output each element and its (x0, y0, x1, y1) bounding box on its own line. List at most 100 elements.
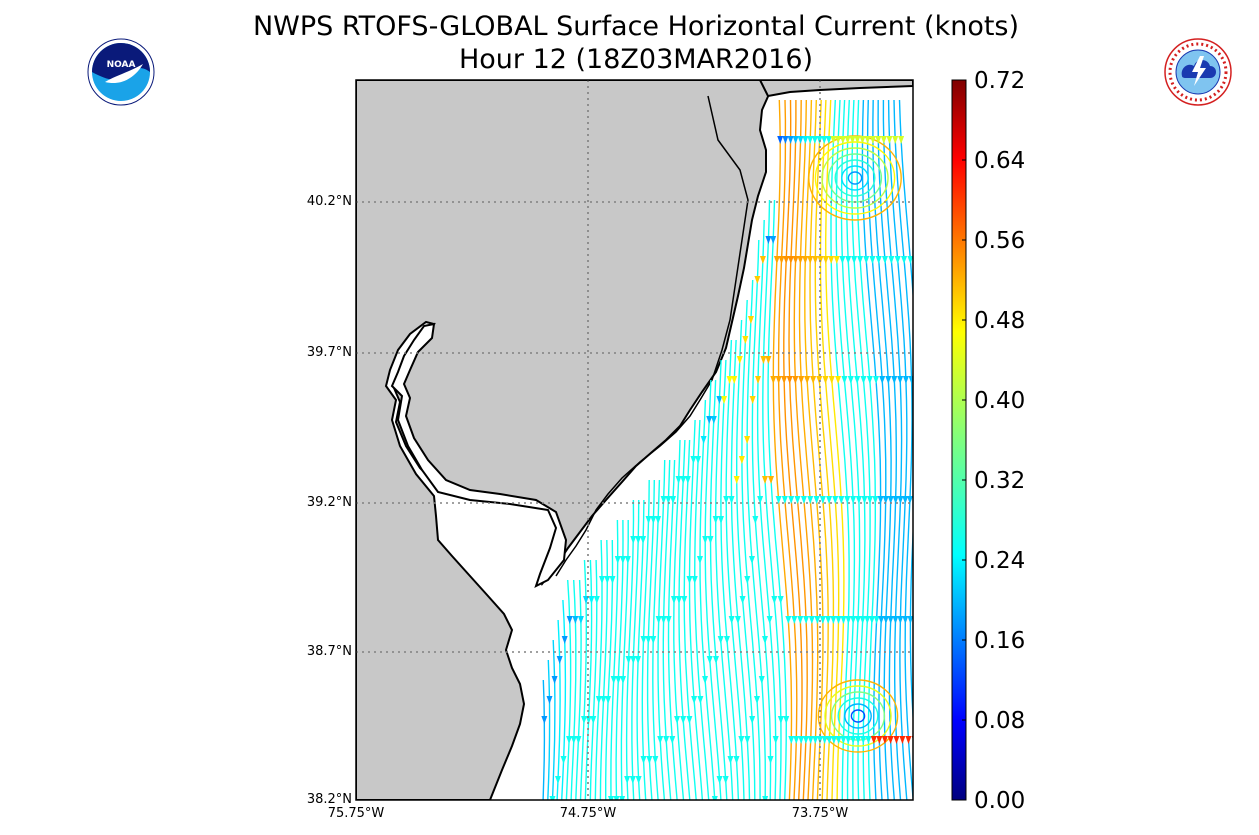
streamline-arrow (541, 716, 548, 724)
streamline-arrow (767, 756, 774, 764)
streamline-arrow (697, 696, 704, 704)
streamline-arrow (782, 136, 789, 144)
streamline-arrow (645, 516, 652, 524)
streamline-arrow (860, 376, 867, 384)
streamline-arrow (652, 756, 659, 764)
streamline-arrow (787, 136, 794, 144)
colorbar-label: 0.00 (974, 788, 1026, 814)
streamline-arrow (669, 736, 676, 744)
streamline-arrow (812, 736, 819, 744)
eddy-ring (817, 679, 899, 753)
streamline-arrow (826, 736, 833, 744)
streamline-arrow (833, 256, 840, 264)
land-long-island (758, 80, 913, 98)
streamline-arrow (864, 136, 871, 144)
streamline-arrow (814, 616, 821, 624)
streamline-arrow (914, 376, 920, 384)
streamline-arrow (898, 136, 905, 144)
barrier-coast (555, 95, 749, 577)
eddy-ring (844, 703, 872, 729)
streamline-arrow (619, 556, 626, 564)
lat-label: 40.2°N (306, 194, 352, 209)
streamline-arrow (771, 596, 778, 604)
colorbar-label: 0.40 (974, 388, 1026, 414)
streamline-arrow (762, 636, 769, 644)
streamline-arrow (625, 656, 632, 664)
streamline-arrow (609, 576, 616, 584)
streamline-arrow (807, 136, 814, 144)
streamline-arrow (640, 636, 647, 644)
streamline (741, 299, 761, 800)
streamline-arrow (747, 316, 754, 324)
streamline-arrow (781, 376, 788, 384)
streamline-arrow (566, 736, 573, 744)
streamline-arrow (744, 736, 751, 744)
streamline-arrow (630, 656, 637, 664)
streamline-arrow (791, 616, 798, 624)
streamline-arrow (635, 776, 642, 784)
streamline-arrow (696, 556, 703, 564)
lon-label: 74.75°W (559, 806, 617, 821)
streamline-arrow (738, 456, 745, 464)
nws-logo (1164, 38, 1232, 106)
streamline-arrow (711, 796, 718, 800)
streamline-arrow (819, 496, 826, 504)
streamline-arrow (614, 556, 621, 564)
streamline-arrow (844, 496, 851, 504)
streamline-arrow (731, 376, 738, 384)
streamline-arrow (555, 776, 562, 784)
streamline-arrow (744, 436, 751, 444)
streamline-arrow (835, 736, 842, 744)
streamline-arrow (876, 736, 883, 744)
streamline-arrow (645, 636, 652, 644)
streamline-arrow (777, 716, 784, 724)
streamline (683, 439, 697, 800)
streamline-arrow (838, 496, 845, 504)
streamline-arrow (793, 736, 800, 744)
streamline-arrow (710, 416, 717, 424)
noaa-logo: NOAA (87, 38, 155, 106)
streamline-arrow (899, 736, 906, 744)
streamline-arrow (599, 576, 606, 584)
streamline-arrow (686, 576, 693, 584)
streamline-arrow (901, 256, 908, 264)
streamline-arrow (781, 496, 788, 504)
streamline-arrow (772, 736, 779, 744)
streamline-arrow (902, 496, 909, 504)
streamline-arrow (845, 256, 852, 264)
streamline-arrow (770, 376, 777, 384)
colorbar-label: 0.32 (974, 468, 1026, 494)
streamline-arrow (826, 496, 833, 504)
streamline-arrow (556, 656, 563, 664)
streamline-arrow (674, 716, 681, 724)
streamline-arrow (835, 376, 842, 384)
streamline-arrow (767, 476, 774, 484)
lon-label: 73.75°W (791, 806, 849, 821)
streamline-arrow (835, 616, 842, 624)
streamline (688, 419, 704, 800)
streamline-arrow (624, 776, 631, 784)
streamline-arrow (892, 616, 899, 624)
streamline-arrow (788, 496, 795, 504)
streamline-arrow (728, 496, 735, 504)
streamline-arrow (760, 356, 767, 364)
streamline-arrow (854, 376, 861, 384)
streamline-arrow (690, 456, 697, 464)
streamline-arrow (802, 256, 809, 264)
streamline (877, 99, 898, 800)
streamline-arrow (872, 496, 879, 504)
streamline-arrow (765, 236, 772, 244)
streamline-arrow (613, 796, 620, 800)
streamline-arrow (804, 376, 811, 384)
streamline-arrow (765, 356, 772, 364)
streamline-arrow (878, 616, 885, 624)
streamline (830, 99, 850, 800)
streamline-arrow (722, 776, 729, 784)
streamline (898, 99, 913, 727)
streamline-arrow (830, 136, 837, 144)
streamline-arrow (810, 376, 817, 384)
streamline-arrow (877, 496, 884, 504)
streamline (793, 99, 814, 800)
streamline-arrow (766, 616, 773, 624)
